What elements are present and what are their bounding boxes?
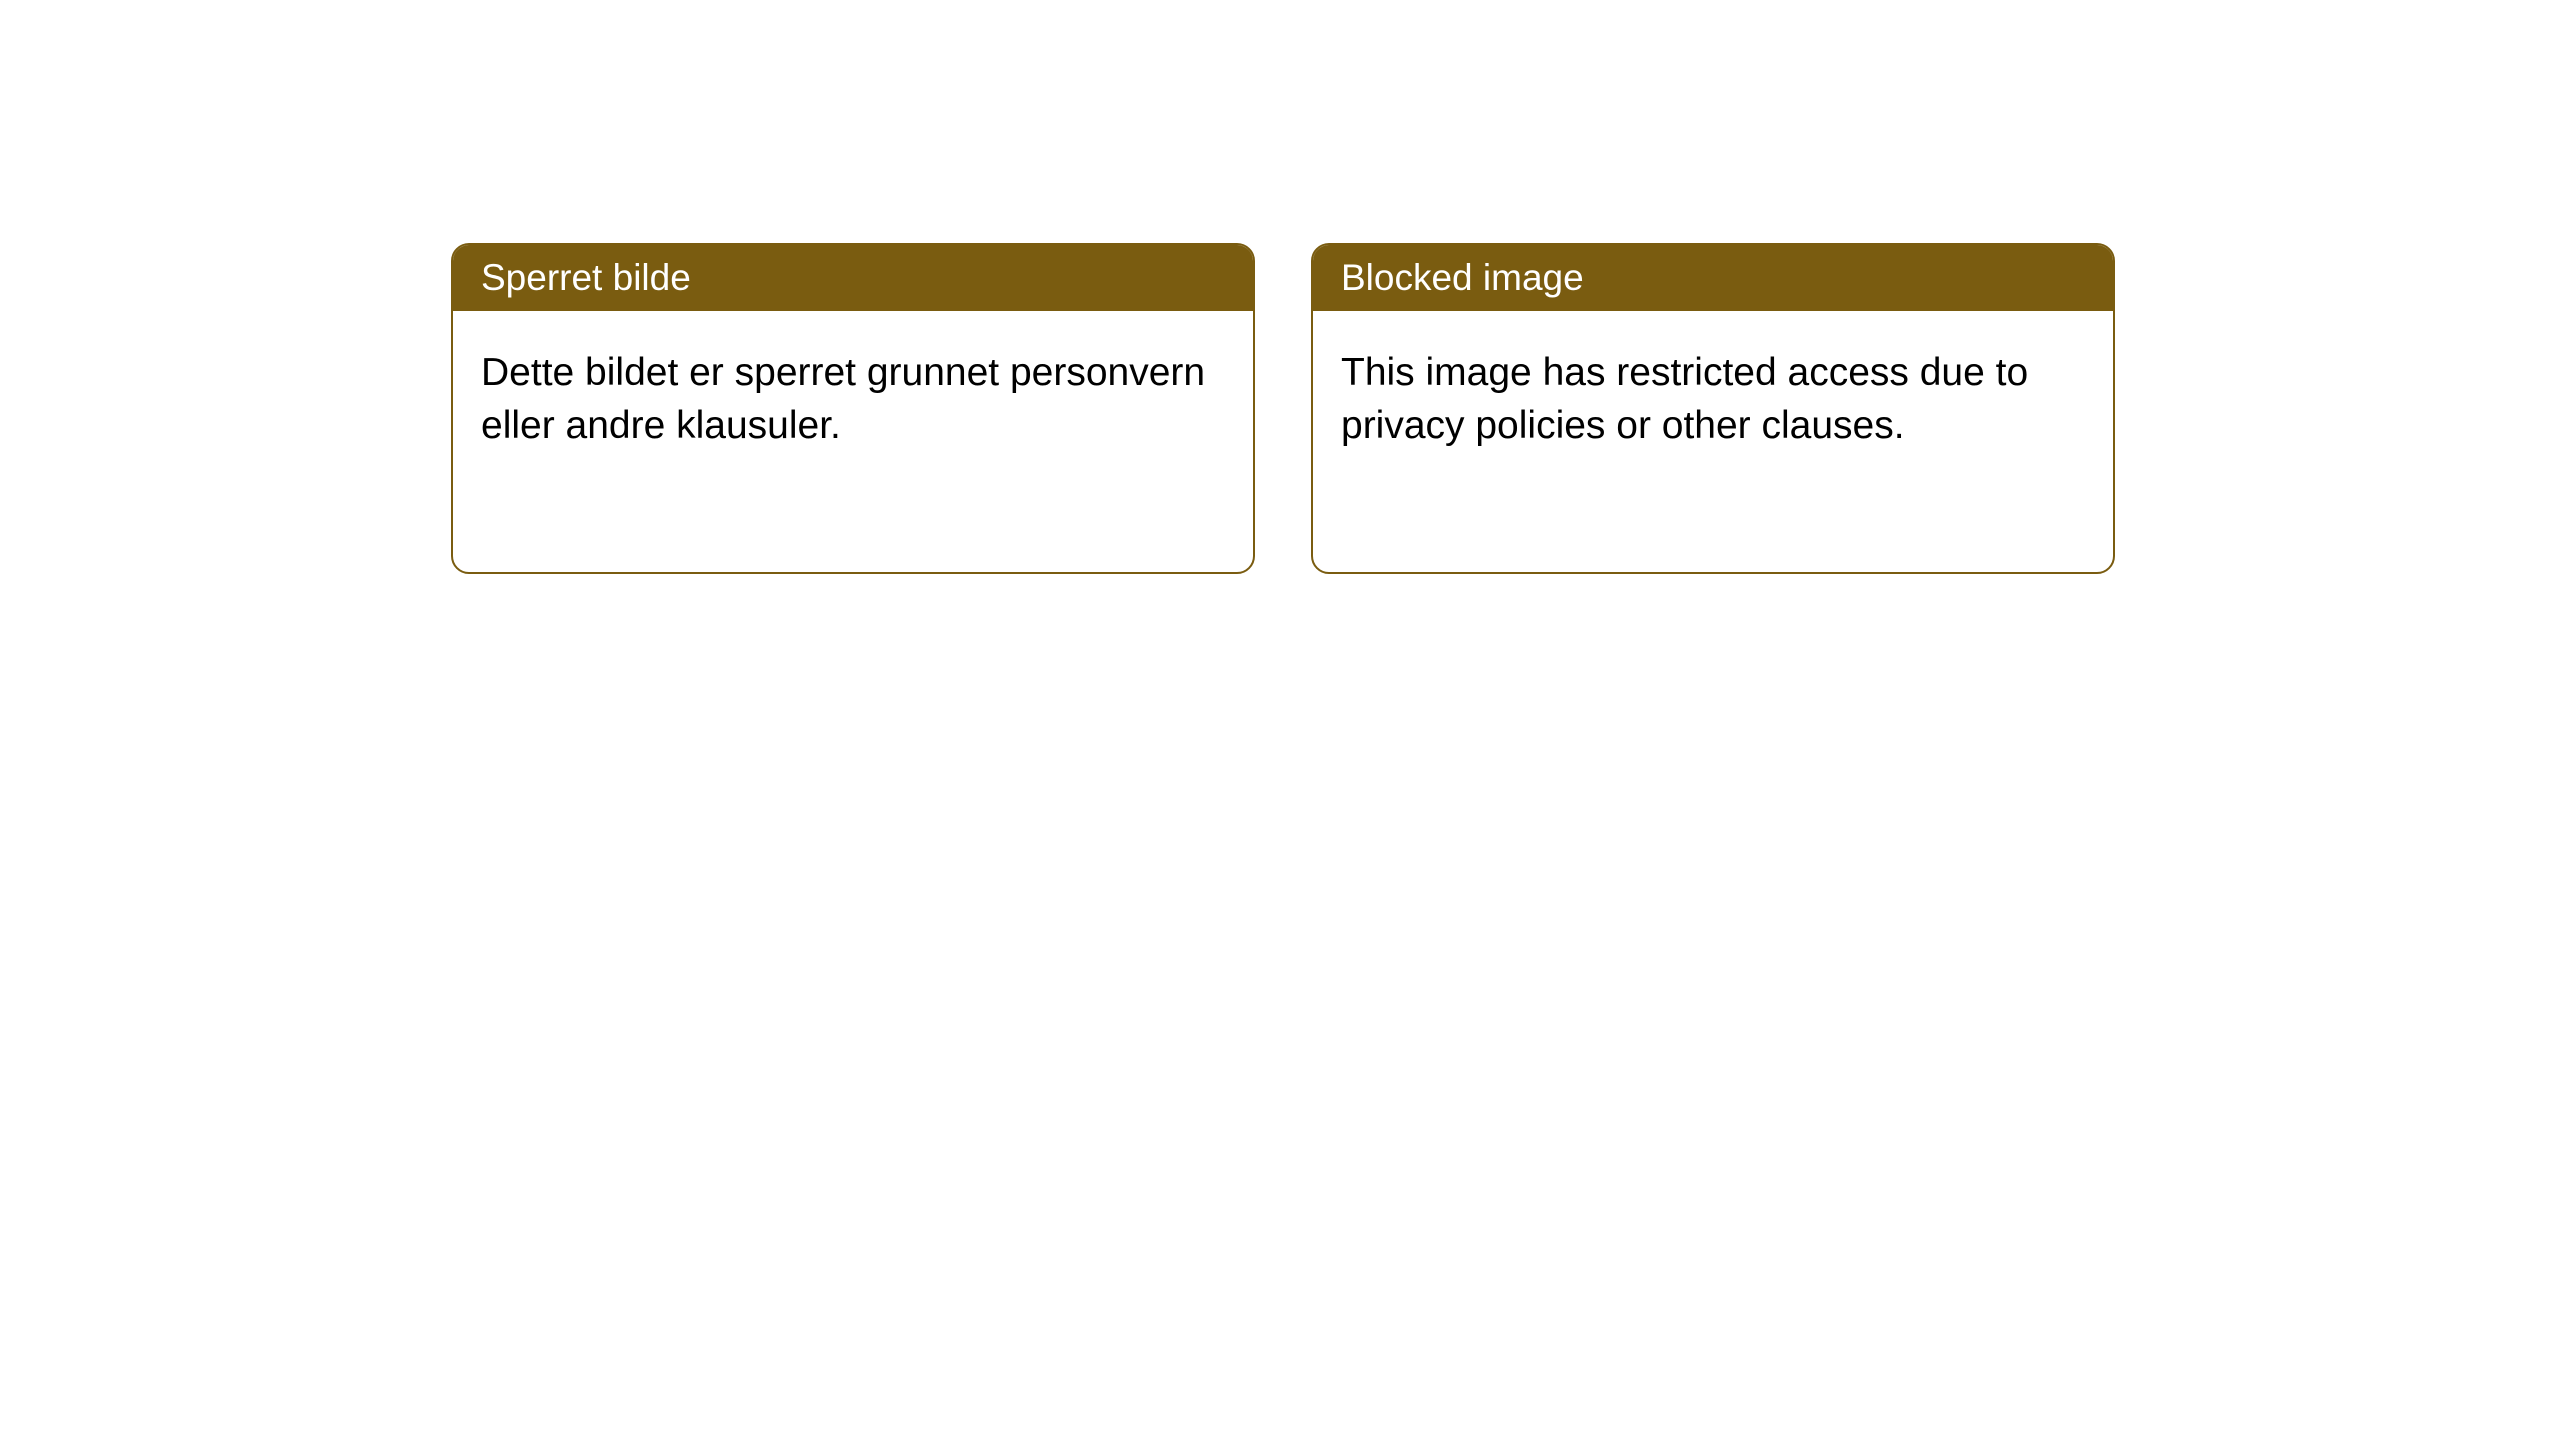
notice-body: Dette bildet er sperret grunnet personve… xyxy=(453,311,1253,488)
notice-card-norwegian: Sperret bilde Dette bildet er sperret gr… xyxy=(451,243,1255,574)
notice-title: Sperret bilde xyxy=(481,257,691,298)
notice-body: This image has restricted access due to … xyxy=(1313,311,2113,488)
notice-card-english: Blocked image This image has restricted … xyxy=(1311,243,2115,574)
notice-header: Sperret bilde xyxy=(453,245,1253,311)
notice-body-text: This image has restricted access due to … xyxy=(1341,351,2028,447)
notice-header: Blocked image xyxy=(1313,245,2113,311)
notice-body-text: Dette bildet er sperret grunnet personve… xyxy=(481,351,1205,447)
notice-title: Blocked image xyxy=(1341,257,1584,298)
notice-container: Sperret bilde Dette bildet er sperret gr… xyxy=(0,0,2560,574)
